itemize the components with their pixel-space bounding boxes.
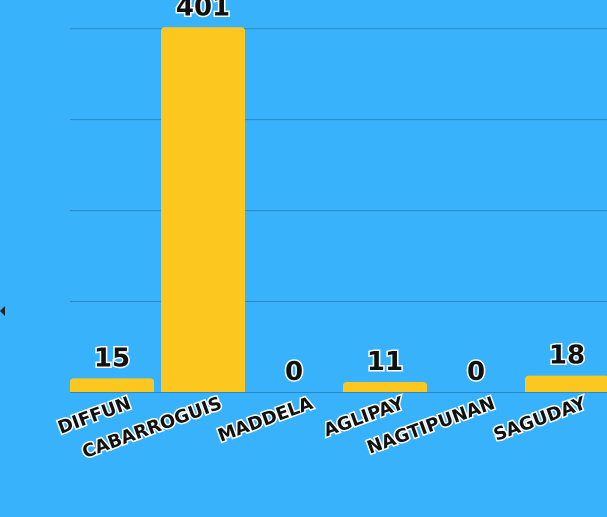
- bar-cabarroguis: [161, 27, 245, 393]
- bar-saguday: [525, 375, 607, 392]
- category-label-maddela: MADDELA: [215, 393, 316, 447]
- value-label-maddela: 0: [285, 357, 303, 387]
- value-label-cabarroguis: 401: [176, 0, 230, 22]
- bar-aglipay: [343, 381, 427, 392]
- value-label-nagtipunan: 0: [467, 357, 485, 387]
- value-label-saguday: 18: [549, 341, 585, 371]
- value-label-diffun: 15: [94, 343, 130, 373]
- value-label-aglipay: 11: [367, 347, 403, 377]
- left-arrow-icon: [0, 306, 5, 316]
- bar-diffun: [70, 378, 154, 392]
- category-label-saguday: SAGUDAY: [491, 393, 590, 446]
